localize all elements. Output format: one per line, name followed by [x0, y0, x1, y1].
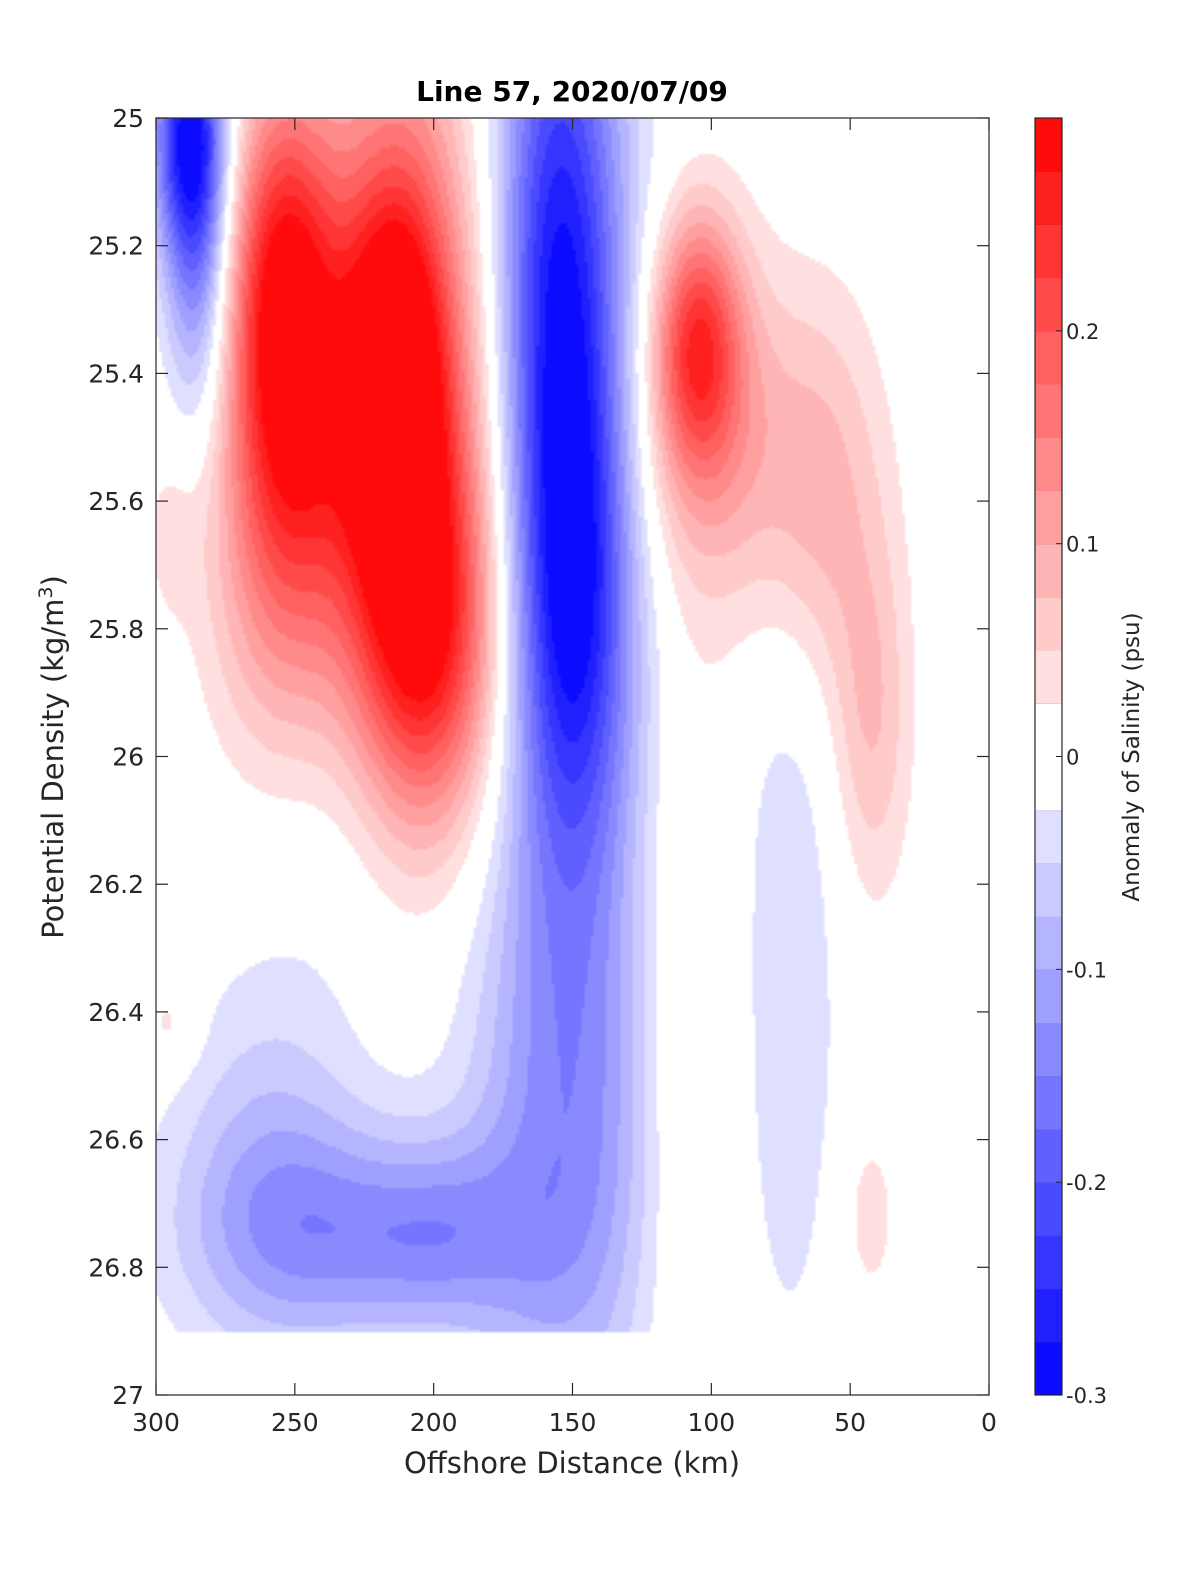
x-tick-label: 0 [981, 1408, 997, 1437]
colorbar-swatch [1035, 1182, 1062, 1236]
colorbar-swatch [1035, 969, 1062, 1024]
colorbar-swatch [1035, 862, 1062, 917]
y-tick-label: 27 [112, 1381, 144, 1410]
colorbar-swatch [1035, 809, 1062, 864]
y-tick-label: 26.4 [88, 998, 144, 1027]
y-tick-label: 25.4 [88, 359, 144, 388]
colorbar-swatch [1035, 1341, 1062, 1396]
colorbar-tick-label: 0 [1066, 746, 1079, 770]
colorbar-swatch [1035, 171, 1062, 225]
y-tick-label: 26.8 [88, 1253, 144, 1282]
y-axis-label: Potential Density (kg/m3) [35, 575, 70, 939]
x-axis: 300 250 200 150 100 50 0 [132, 118, 997, 1437]
colorbar-swatch [1035, 330, 1062, 385]
colorbar-swatch [1035, 650, 1062, 704]
colorbar-swatch [1035, 224, 1062, 279]
y-axis-label-main: Potential Density (kg/m [36, 599, 70, 939]
colorbar-swatch [1035, 756, 1062, 811]
colorbar-tick-label: -0.1 [1066, 958, 1107, 982]
colorbar-tick-label: 0.2 [1066, 320, 1099, 344]
colorbar-swatch [1035, 1235, 1062, 1290]
colorbar-swatch [1035, 384, 1062, 438]
colorbar-tick-label: -0.2 [1066, 1171, 1107, 1195]
y-tick-label: 25.6 [88, 487, 144, 516]
y-tick-label: 26 [112, 743, 144, 772]
colorbar-swatch [1035, 543, 1062, 598]
colorbar-tick-label: 0.1 [1066, 533, 1099, 557]
x-tick-label: 50 [834, 1408, 866, 1437]
colorbar-swatch [1035, 1128, 1062, 1183]
colorbar-swatch [1035, 490, 1062, 545]
plot-area [156, 118, 989, 1395]
colorbar-swatch [1035, 1288, 1062, 1343]
x-tick-label: 250 [271, 1408, 319, 1437]
y-tick-label: 25.2 [88, 232, 144, 261]
colorbar-label: Anomaly of Salinity (psu) [1119, 612, 1145, 901]
y-axis: 25 25.2 25.4 25.6 25.8 26 26.2 26.4 26.6 26.8 27 [88, 104, 989, 1410]
colorbar-swatch [1035, 437, 1062, 491]
y-tick-label: 26.2 [88, 870, 144, 899]
colorbar-ticks: -0.3 -0.2 -0.1 0 0.1 0.2 [1056, 320, 1107, 1408]
y-tick-label: 25 [112, 104, 144, 133]
colorbar-swatch [1035, 703, 1062, 757]
colorbar-swatch [1035, 1022, 1062, 1077]
y-axis-label-close: ) [36, 575, 70, 586]
y-tick-label: 26.6 [88, 1126, 144, 1155]
x-tick-label: 200 [410, 1408, 458, 1437]
colorbar-swatch [1035, 1075, 1062, 1130]
x-axis-label: Offshore Distance (km) [404, 1446, 740, 1480]
colorbar-swatch [1035, 118, 1062, 172]
x-tick-label: 150 [549, 1408, 597, 1437]
salinity-anomaly-field [156, 118, 989, 1395]
colorbar-swatch [1035, 916, 1062, 970]
y-axis-label-superscript: 3 [35, 586, 57, 598]
colorbar-swatch [1035, 277, 1062, 332]
colorbar-tick-label: -0.3 [1066, 1384, 1107, 1408]
x-tick-label: 300 [132, 1408, 180, 1437]
x-tick-label: 100 [687, 1408, 735, 1437]
y-tick-label: 25.8 [88, 615, 144, 644]
colorbar [1035, 117, 1062, 1396]
colorbar-swatch [1035, 596, 1062, 651]
chart-title: Line 57, 2020/07/09 [416, 75, 728, 108]
